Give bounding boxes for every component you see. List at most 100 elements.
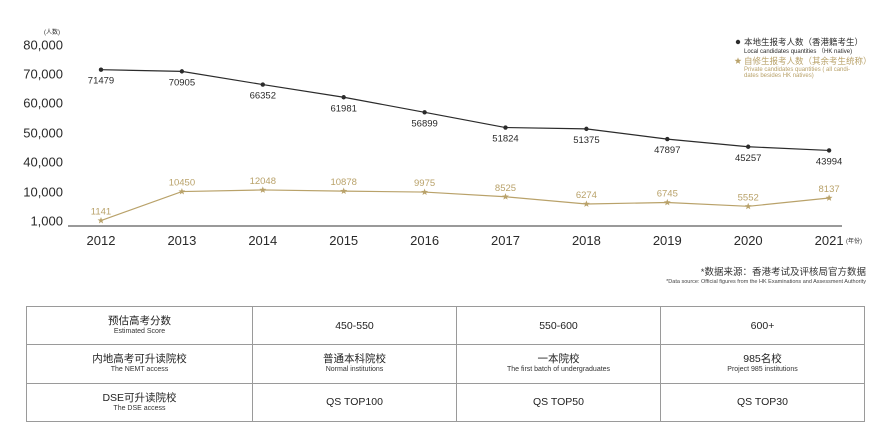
data-point bbox=[663, 198, 671, 206]
chart-lines bbox=[100, 69, 830, 222]
data-label: 5552 bbox=[738, 192, 759, 203]
source-en: *Data source: Official figures from the … bbox=[666, 279, 866, 285]
legend-marker-local bbox=[735, 39, 741, 45]
data-label: 51824 bbox=[492, 134, 518, 145]
legend-sub-local: Local candidates quantities （HK native) bbox=[744, 48, 852, 55]
row-header: 预估高考分数 Estimated Score bbox=[26, 305, 253, 346]
legend-label-private: 自修生报考人数（其余考生统称） bbox=[744, 56, 872, 66]
table-cell: 550-600 bbox=[456, 305, 661, 346]
table-row: 预估高考分数 Estimated Score 450-550 550-600 600+ bbox=[26, 305, 865, 346]
row-header-zh: 内地高考可升读院校 bbox=[92, 353, 187, 366]
x-tick-label: 2019 bbox=[653, 233, 682, 248]
x-tick-label: 2014 bbox=[248, 233, 277, 248]
cell-value: 600+ bbox=[750, 319, 775, 332]
series-line bbox=[100, 69, 830, 152]
data-point bbox=[179, 69, 185, 74]
score-access-table: 预估高考分数 Estimated Score 450-550 550-600 600+ 内… bbox=[26, 305, 865, 423]
x-tick-label: 2021 bbox=[815, 233, 844, 248]
data-label: 43994 bbox=[816, 156, 842, 167]
data-label: 66352 bbox=[250, 91, 276, 102]
table-row: 内地高考可升读院校 The NEMT access 普通本科院校 Normal ins… bbox=[26, 344, 865, 384]
table-cell: QS TOP50 bbox=[456, 382, 661, 423]
chart-legend: 本地生报考人数（香港籍考生）Local candidates quantitie… bbox=[734, 37, 872, 79]
data-label: 6745 bbox=[657, 188, 678, 199]
data-source-note: *数据来源：香港考试及评核局官方数据 *Data source: Officia… bbox=[666, 264, 866, 285]
x-tick-label: 2013 bbox=[167, 233, 196, 248]
x-tick-label: 2012 bbox=[87, 233, 116, 248]
y-tick-label: 70,000 bbox=[23, 67, 63, 82]
data-point bbox=[582, 200, 590, 207]
candidates-line-chart: 80,000 70,000 60,000 50,000 40,000 10,000 1,00… bbox=[23, 28, 872, 248]
table-cell: QS TOP30 bbox=[660, 382, 865, 423]
cell-value: QS TOP50 bbox=[533, 396, 584, 409]
data-point bbox=[422, 110, 427, 115]
cell-value: 550-600 bbox=[539, 319, 578, 332]
row-header-en: The DSE access bbox=[113, 404, 166, 412]
data-point bbox=[421, 188, 429, 195]
legend-label-local: 本地生报考人数（香港籍考生） bbox=[744, 37, 863, 47]
data-point bbox=[502, 193, 509, 200]
y-tick-label: 1,000 bbox=[30, 214, 63, 229]
chart-markers bbox=[97, 67, 833, 224]
row-header: DSE可升读院校 The DSE access bbox=[26, 382, 253, 423]
data-label: 56899 bbox=[411, 118, 437, 129]
data-label: 61981 bbox=[330, 103, 356, 114]
data-point bbox=[340, 187, 348, 195]
source-zh: *数据来源：香港考试及评核局官方数据 bbox=[700, 267, 866, 278]
data-point bbox=[503, 125, 508, 130]
y-tick-label: 60,000 bbox=[23, 96, 63, 111]
data-point bbox=[744, 202, 752, 210]
y-tick-label: 80,000 bbox=[23, 38, 63, 53]
row-header: 内地高考可升读院校 The NEMT access bbox=[26, 344, 253, 384]
x-tick-label: 2017 bbox=[491, 233, 520, 248]
data-point bbox=[826, 148, 832, 153]
table-cell: 600+ bbox=[660, 305, 865, 346]
x-tick-label: 2020 bbox=[734, 233, 763, 248]
data-point bbox=[260, 82, 265, 87]
data-label: 10450 bbox=[169, 178, 195, 189]
data-label: 51375 bbox=[573, 135, 599, 146]
data-point bbox=[98, 67, 104, 72]
x-unit-label: (年份) bbox=[846, 237, 862, 245]
data-point bbox=[341, 95, 346, 100]
series-line bbox=[100, 189, 830, 222]
row-header-en: Estimated Score bbox=[113, 328, 166, 336]
y-tick-label: 10,000 bbox=[23, 185, 63, 200]
data-point bbox=[584, 126, 589, 132]
data-point bbox=[178, 187, 186, 195]
legend-sub-private-2: dates besides HK natives) bbox=[744, 73, 814, 79]
table-cell: 450-550 bbox=[252, 305, 457, 346]
x-tick-label: 2018 bbox=[572, 233, 601, 248]
cell-value: 450-550 bbox=[335, 319, 374, 332]
data-label: 12048 bbox=[250, 176, 276, 187]
legend-sub-private: Private candidates quantities ( all cand… bbox=[744, 67, 850, 73]
data-point bbox=[825, 194, 833, 201]
data-label: 8525 bbox=[495, 183, 516, 194]
cell-value-en: Project 985 institutions bbox=[727, 366, 798, 374]
data-label: 9975 bbox=[414, 178, 435, 189]
table-cell: 普通本科院校 Normal institutions bbox=[252, 344, 457, 384]
data-label: 6274 bbox=[576, 190, 597, 201]
chart-data-labels: 71479 70905 66352 61981 56899 51824 51375 47897… bbox=[88, 76, 843, 218]
data-label: 8137 bbox=[819, 184, 840, 195]
data-label: 70905 bbox=[169, 77, 195, 88]
data-label: 47897 bbox=[654, 145, 680, 156]
cell-value: 985名校 bbox=[743, 353, 782, 366]
cell-value: QS TOP100 bbox=[326, 396, 383, 409]
data-point bbox=[97, 216, 105, 224]
row-header-en: The NEMT access bbox=[110, 366, 169, 374]
table-row: DSE可升读院校 The DSE access QS TOP100 QS TOP50 Q… bbox=[26, 382, 865, 423]
row-header-zh: 预估高考分数 bbox=[108, 315, 171, 328]
cell-value-en: Normal institutions bbox=[325, 366, 384, 374]
data-label: 71479 bbox=[88, 76, 114, 87]
table-cell: 985名校 Project 985 institutions bbox=[660, 344, 865, 384]
cell-value: 一本院校 bbox=[537, 353, 580, 366]
y-tick-label: 50,000 bbox=[23, 126, 63, 141]
x-tick-label: 2015 bbox=[329, 233, 358, 248]
legend-marker-private bbox=[734, 57, 742, 64]
data-point bbox=[259, 186, 267, 193]
table-cell: 一本院校 The first batch of undergraduates bbox=[456, 344, 661, 384]
cell-value: QS TOP30 bbox=[737, 396, 788, 409]
y-tick-label: 40,000 bbox=[23, 155, 63, 170]
chart-axes: 80,000 70,000 60,000 50,000 40,000 10,000 1,00… bbox=[23, 28, 862, 248]
